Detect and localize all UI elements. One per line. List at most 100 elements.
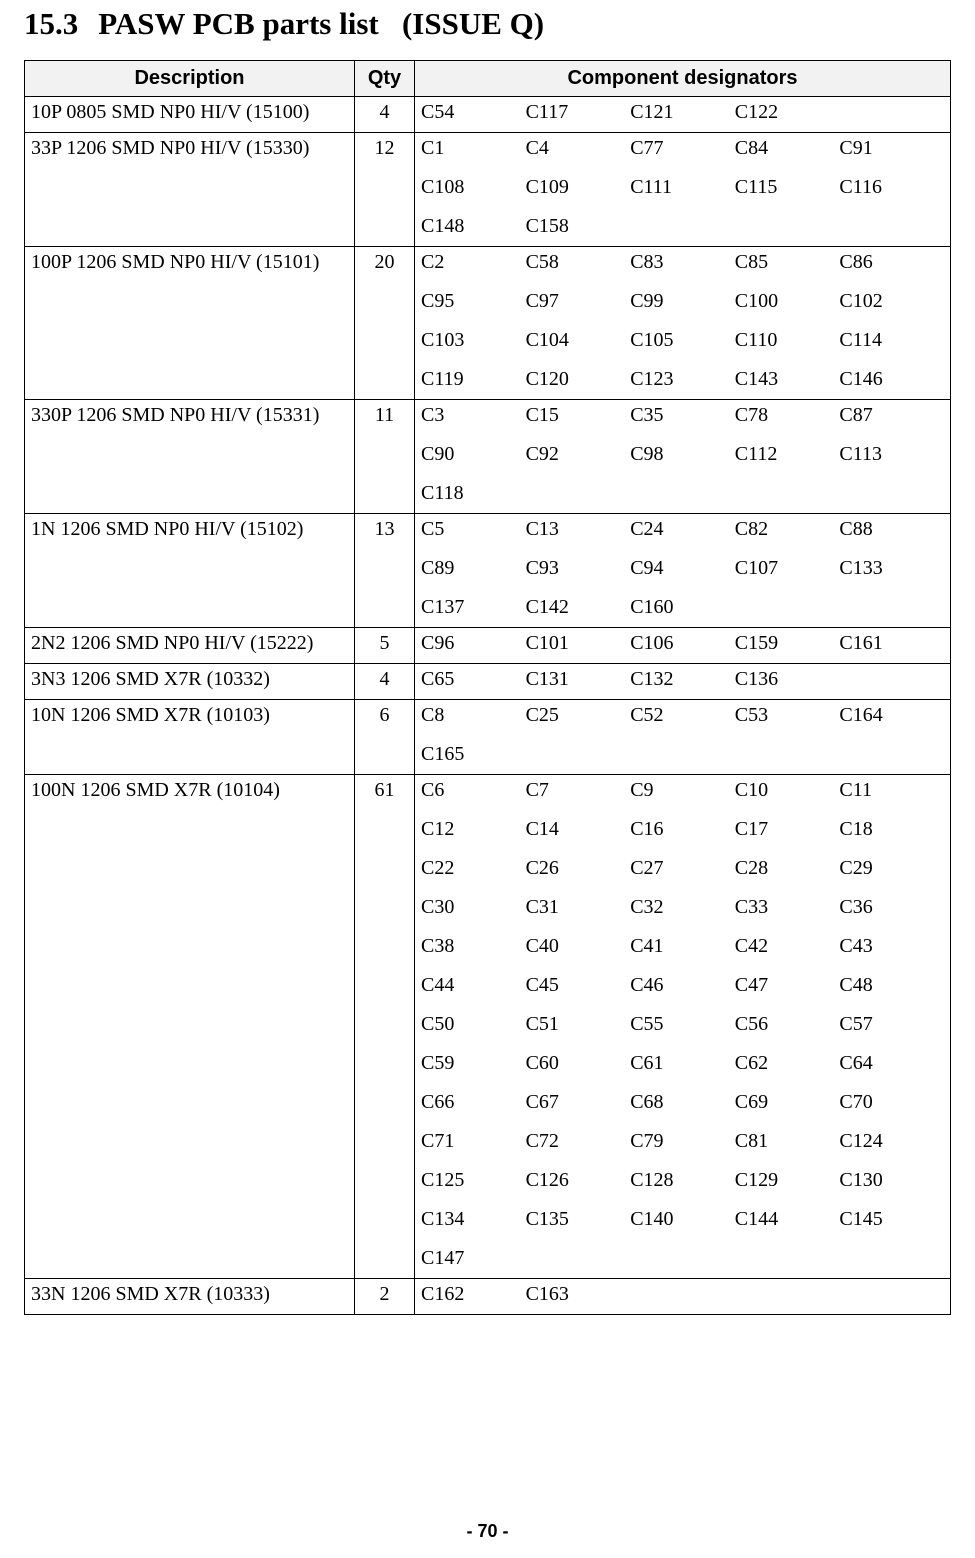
designator: C107 (735, 557, 840, 580)
designator: C18 (839, 818, 944, 841)
col-header-description: Description (25, 61, 355, 97)
designator: C71 (421, 1130, 526, 1153)
designator: C26 (526, 857, 631, 880)
designator: C57 (839, 1013, 944, 1036)
designator: C28 (735, 857, 840, 880)
designator: C61 (630, 1052, 735, 1075)
cell-designators: C3C15C35C78C87C90C92C98C112C113C118 (415, 400, 951, 514)
designator: C114 (839, 329, 944, 352)
cell-description: 33N 1206 SMD X7R (10333) (25, 1279, 355, 1315)
designator: C36 (839, 896, 944, 919)
designator: C159 (735, 632, 840, 655)
table-row: 330P 1206 SMD NP0 HI/V (15331)11C3C15C35… (25, 400, 951, 514)
section-issue: (ISSUE Q) (402, 6, 544, 41)
designator: C46 (630, 974, 735, 997)
designator: C103 (421, 329, 526, 352)
designator: C40 (526, 935, 631, 958)
designator: C16 (630, 818, 735, 841)
designator: C101 (526, 632, 631, 655)
designator: C31 (526, 896, 631, 919)
designator: C112 (735, 443, 840, 466)
designator: C158 (526, 215, 631, 238)
designator: C165 (421, 743, 526, 766)
designator: C87 (839, 404, 944, 427)
designator: C64 (839, 1052, 944, 1075)
cell-qty: 20 (355, 247, 415, 400)
designator: C45 (526, 974, 631, 997)
designator: C52 (630, 704, 735, 727)
designator: C104 (526, 329, 631, 352)
designator: C77 (630, 137, 735, 160)
cell-designators: C2C58C83C85C86C95C97C99C100C102C103C104C… (415, 247, 951, 400)
table-row: 10P 0805 SMD NP0 HI/V (15100)4C54C117C12… (25, 97, 951, 133)
designator: C135 (526, 1208, 631, 1231)
designator: C51 (526, 1013, 631, 1036)
designator: C128 (630, 1169, 735, 1192)
designator: C14 (526, 818, 631, 841)
cell-qty: 6 (355, 700, 415, 775)
designator: C69 (735, 1091, 840, 1114)
designator: C144 (735, 1208, 840, 1231)
designator: C96 (421, 632, 526, 655)
designator: C108 (421, 176, 526, 199)
designator: C58 (526, 251, 631, 274)
designator: C32 (630, 896, 735, 919)
designator: C142 (526, 596, 631, 619)
designator: C15 (526, 404, 631, 427)
designator: C89 (421, 557, 526, 580)
cell-description: 1N 1206 SMD NP0 HI/V (15102) (25, 514, 355, 628)
designator: C126 (526, 1169, 631, 1192)
designator: C88 (839, 518, 944, 541)
designator: C131 (526, 668, 631, 691)
designator: C25 (526, 704, 631, 727)
designator: C162 (421, 1283, 526, 1306)
designator: C8 (421, 704, 526, 727)
table-row: 100N 1206 SMD X7R (10104)61C6C7C9C10C11C… (25, 775, 951, 1279)
cell-qty: 12 (355, 133, 415, 247)
designator: C106 (630, 632, 735, 655)
designator: C163 (526, 1283, 631, 1306)
designator: C109 (526, 176, 631, 199)
designator: C68 (630, 1091, 735, 1114)
designator: C120 (526, 368, 631, 391)
designator: C98 (630, 443, 735, 466)
page: 15.3PASW PCB parts list (ISSUE Q) Descri… (0, 6, 975, 1558)
designator: C83 (630, 251, 735, 274)
designator: C79 (630, 1130, 735, 1153)
designator: C123 (630, 368, 735, 391)
designator: C9 (630, 779, 735, 802)
designator: C94 (630, 557, 735, 580)
designator: C111 (630, 176, 735, 199)
designator: C124 (839, 1130, 944, 1153)
designator: C116 (839, 176, 944, 199)
cell-qty: 5 (355, 628, 415, 664)
designator: C81 (735, 1130, 840, 1153)
designator: C146 (839, 368, 944, 391)
table-row: 33N 1206 SMD X7R (10333)2C162C163 (25, 1279, 951, 1315)
designator: C11 (839, 779, 944, 802)
cell-designators: C8C25C52C53C164C165 (415, 700, 951, 775)
designator: C70 (839, 1091, 944, 1114)
table-row: 2N2 1206 SMD NP0 HI/V (15222)5 C96C101C10… (25, 628, 951, 664)
designator: C140 (630, 1208, 735, 1231)
section-title-text: PASW PCB parts list (98, 6, 378, 41)
designator: C2 (421, 251, 526, 274)
table-header-row: Description Qty Component designators (25, 61, 951, 97)
designator: C48 (839, 974, 944, 997)
designator: C65 (421, 668, 526, 691)
cell-description: 2N2 1206 SMD NP0 HI/V (15222) (25, 628, 355, 664)
designator: C130 (839, 1169, 944, 1192)
designator: C54 (421, 101, 526, 124)
designator: C1 (421, 137, 526, 160)
cell-qty: 61 (355, 775, 415, 1279)
designator: C133 (839, 557, 944, 580)
designator: C132 (630, 668, 735, 691)
designator: C121 (630, 101, 735, 124)
designator: C110 (735, 329, 840, 352)
cell-description: 10N 1206 SMD X7R (10103) (25, 700, 355, 775)
designator: C117 (526, 101, 631, 124)
designator: C42 (735, 935, 840, 958)
cell-designators: C54C117C121C122 (415, 97, 951, 133)
designator: C125 (421, 1169, 526, 1192)
designator: C164 (839, 704, 944, 727)
